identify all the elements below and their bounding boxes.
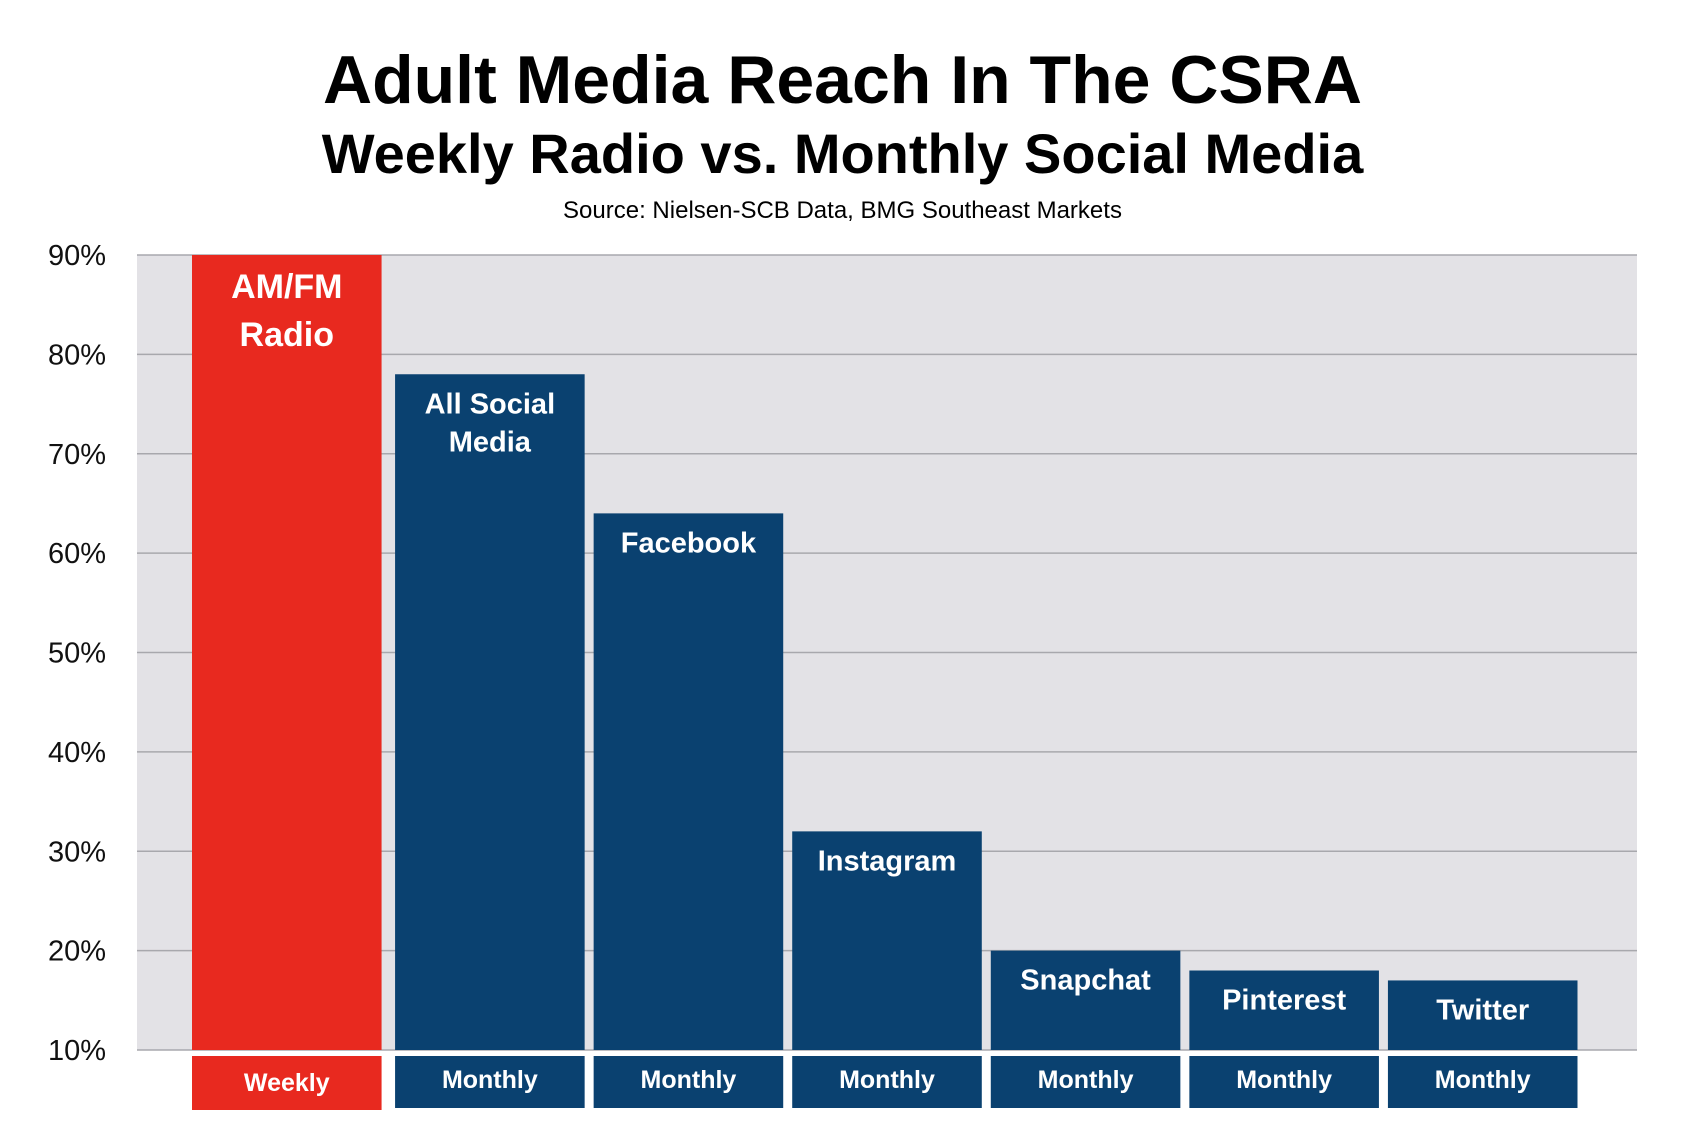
y-tick-label: 20% [48, 936, 106, 968]
period-label: Monthly [1435, 1066, 1531, 1094]
bar-label: AM/FM [231, 268, 342, 306]
bar-label: Instagram [818, 845, 957, 877]
bar-label: Facebook [621, 527, 757, 559]
chart-source: Source: Nielsen-SCB Data, BMG Southeast … [563, 197, 1122, 224]
y-tick-label: 90% [48, 240, 106, 272]
bar-label: Snapchat [1020, 965, 1151, 997]
period-box [990, 1056, 1181, 1108]
bar [990, 950, 1181, 1050]
y-tick-label: 30% [48, 836, 106, 868]
period-box [1189, 1056, 1379, 1108]
bar [192, 255, 382, 1050]
bar-label: Radio [240, 316, 334, 354]
period-label: Monthly [1236, 1066, 1332, 1094]
bar-label: Twitter [1436, 994, 1529, 1026]
bar-label: Pinterest [1222, 985, 1346, 1017]
y-tick-label: 50% [48, 638, 106, 670]
bar [792, 831, 982, 1050]
period-label: Monthly [641, 1066, 737, 1094]
bar [395, 374, 585, 1050]
period-box [593, 1056, 784, 1108]
period-label: Weekly [244, 1069, 330, 1097]
period-label: Monthly [1038, 1066, 1134, 1094]
chart-title: Adult Media Reach In The CSRA [323, 42, 1362, 118]
period-box [395, 1056, 585, 1108]
y-tick-label: 80% [48, 339, 106, 371]
period-box [792, 1056, 982, 1108]
period-label: Monthly [839, 1066, 935, 1094]
y-tick-label: 40% [48, 737, 106, 769]
bar [1189, 970, 1379, 1050]
period-box [1387, 1056, 1578, 1108]
bar-label: Media [449, 426, 532, 458]
bar [1387, 980, 1578, 1050]
period-box [192, 1056, 382, 1110]
y-tick-label: 60% [48, 538, 106, 570]
y-tick-label: 10% [48, 1035, 106, 1067]
chart-subtitle: Weekly Radio vs. Monthly Social Media [321, 122, 1364, 185]
y-tick-label: 70% [48, 439, 106, 471]
bar-label: All Social [425, 388, 556, 420]
period-label: Monthly [442, 1066, 538, 1094]
bar [593, 513, 784, 1050]
